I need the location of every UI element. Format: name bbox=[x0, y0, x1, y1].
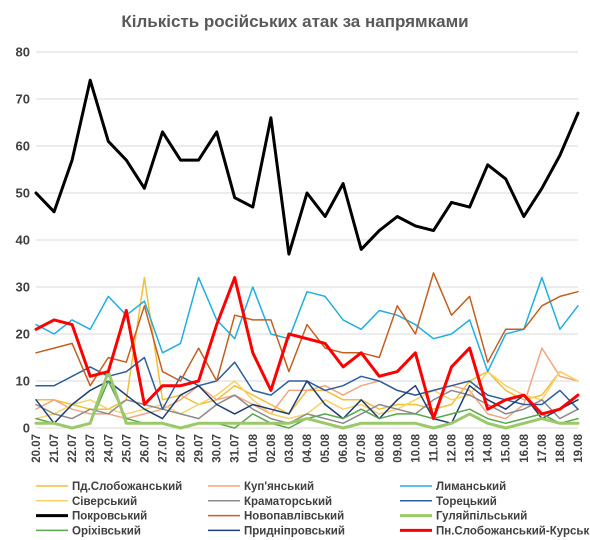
legend-item: Оріхівський bbox=[36, 525, 141, 537]
legend-item: Краматорський bbox=[208, 496, 332, 508]
x-tick-label: 03.08 bbox=[284, 433, 296, 462]
x-tick-label: 05.08 bbox=[320, 433, 332, 462]
series-line-1 bbox=[35, 347, 579, 420]
legend-item: Пн.Слобожанський-Курський bbox=[400, 525, 590, 537]
y-tick-label: 80 bbox=[16, 45, 30, 60]
x-tick-label: 26.07 bbox=[139, 434, 151, 463]
x-tick-label: 18.08 bbox=[555, 433, 567, 462]
x-tick-label: 15.08 bbox=[501, 433, 513, 462]
series-line-8 bbox=[34, 370, 580, 430]
legend-item: Куп'янський bbox=[208, 481, 314, 493]
y-tick-label: 50 bbox=[16, 186, 30, 201]
legend-label: Куп'янський bbox=[244, 481, 314, 493]
legend-label: Торецький bbox=[436, 496, 497, 508]
legend-item: Гуляйпільський bbox=[400, 511, 527, 523]
x-tick-label: 19.08 bbox=[573, 433, 585, 462]
gridlines bbox=[36, 51, 578, 429]
x-tick-label: 12.08 bbox=[447, 433, 459, 462]
legend-label: Сіверський bbox=[72, 496, 137, 508]
legend-label: Придніпровський bbox=[244, 525, 345, 537]
x-tick-label: 11.08 bbox=[428, 433, 440, 462]
x-tick-label: 22.07 bbox=[67, 434, 79, 463]
series-line-7 bbox=[35, 272, 579, 387]
x-tick-label: 10.08 bbox=[410, 433, 422, 462]
legend: Пд.Слобожанський Куп'янський Лиманський Сів… bbox=[36, 481, 590, 537]
y-tick-label: 60 bbox=[16, 139, 30, 154]
x-tick-label: 01.08 bbox=[248, 433, 260, 462]
x-tick-label: 25.07 bbox=[121, 434, 133, 463]
x-tick-label: 30.07 bbox=[212, 434, 224, 463]
x-tick-label: 13.08 bbox=[465, 433, 477, 462]
chart-title: Кількість російських атак за напрямками bbox=[121, 12, 468, 31]
series-lines bbox=[34, 78, 580, 430]
legend-label: Лиманський bbox=[436, 481, 506, 493]
legend-label: Пд.Слобожанський bbox=[72, 481, 182, 493]
x-tick-label: 23.07 bbox=[85, 434, 97, 463]
legend-item: Сіверський bbox=[36, 496, 137, 508]
legend-label: Новопавлівський bbox=[244, 511, 344, 523]
legend-item: Придніпровський bbox=[208, 525, 345, 537]
x-tick-label: 28.07 bbox=[176, 434, 188, 463]
x-tick-label: 14.08 bbox=[483, 433, 495, 462]
x-axis-ticks: 20.07 21.07 22.07 23.07 24.07 25.07 26.07 27.07… bbox=[31, 433, 585, 462]
x-tick-label: 29.07 bbox=[194, 434, 206, 463]
y-tick-label: 70 bbox=[16, 92, 30, 107]
x-tick-label: 17.08 bbox=[537, 433, 549, 462]
x-tick-label: 27.07 bbox=[157, 434, 169, 463]
legend-label: Покровський bbox=[72, 511, 147, 523]
legend-label: Краматорський bbox=[244, 496, 332, 508]
x-tick-label: 02.08 bbox=[266, 433, 278, 462]
x-tick-label: 04.08 bbox=[302, 433, 314, 462]
legend-item: Покровський bbox=[36, 511, 147, 523]
legend-label: Пн.Слобожанський-Курський bbox=[436, 525, 590, 537]
legend-label: Оріхівський bbox=[72, 525, 141, 537]
series-line-10 bbox=[35, 380, 579, 425]
y-tick-label: 30 bbox=[16, 280, 30, 295]
legend-item: Новопавлівський bbox=[208, 511, 344, 523]
x-tick-label: 08.08 bbox=[374, 433, 386, 462]
series-line-11 bbox=[34, 276, 580, 421]
y-tick-label: 10 bbox=[16, 374, 30, 389]
legend-item: Лиманський bbox=[400, 481, 506, 493]
x-tick-label: 20.07 bbox=[31, 434, 43, 463]
legend-label: Гуляйпільський bbox=[436, 511, 527, 523]
x-tick-label: 16.08 bbox=[519, 433, 531, 462]
series-line-6 bbox=[34, 78, 580, 256]
legend-item: Торецький bbox=[400, 496, 497, 508]
x-tick-label: 21.07 bbox=[49, 434, 61, 463]
x-tick-label: 07.08 bbox=[356, 433, 368, 462]
x-tick-label: 31.07 bbox=[230, 434, 242, 463]
x-tick-label: 09.08 bbox=[392, 433, 404, 462]
y-axis-ticks: 0 10 20 30 40 50 60 70 80 bbox=[16, 45, 30, 436]
y-tick-label: 20 bbox=[16, 327, 30, 342]
legend-item: Пд.Слобожанський bbox=[36, 481, 182, 493]
x-tick-label: 06.08 bbox=[338, 433, 350, 462]
y-tick-label: 0 bbox=[23, 421, 30, 436]
x-tick-label: 24.07 bbox=[103, 434, 115, 463]
y-tick-label: 40 bbox=[16, 233, 30, 248]
